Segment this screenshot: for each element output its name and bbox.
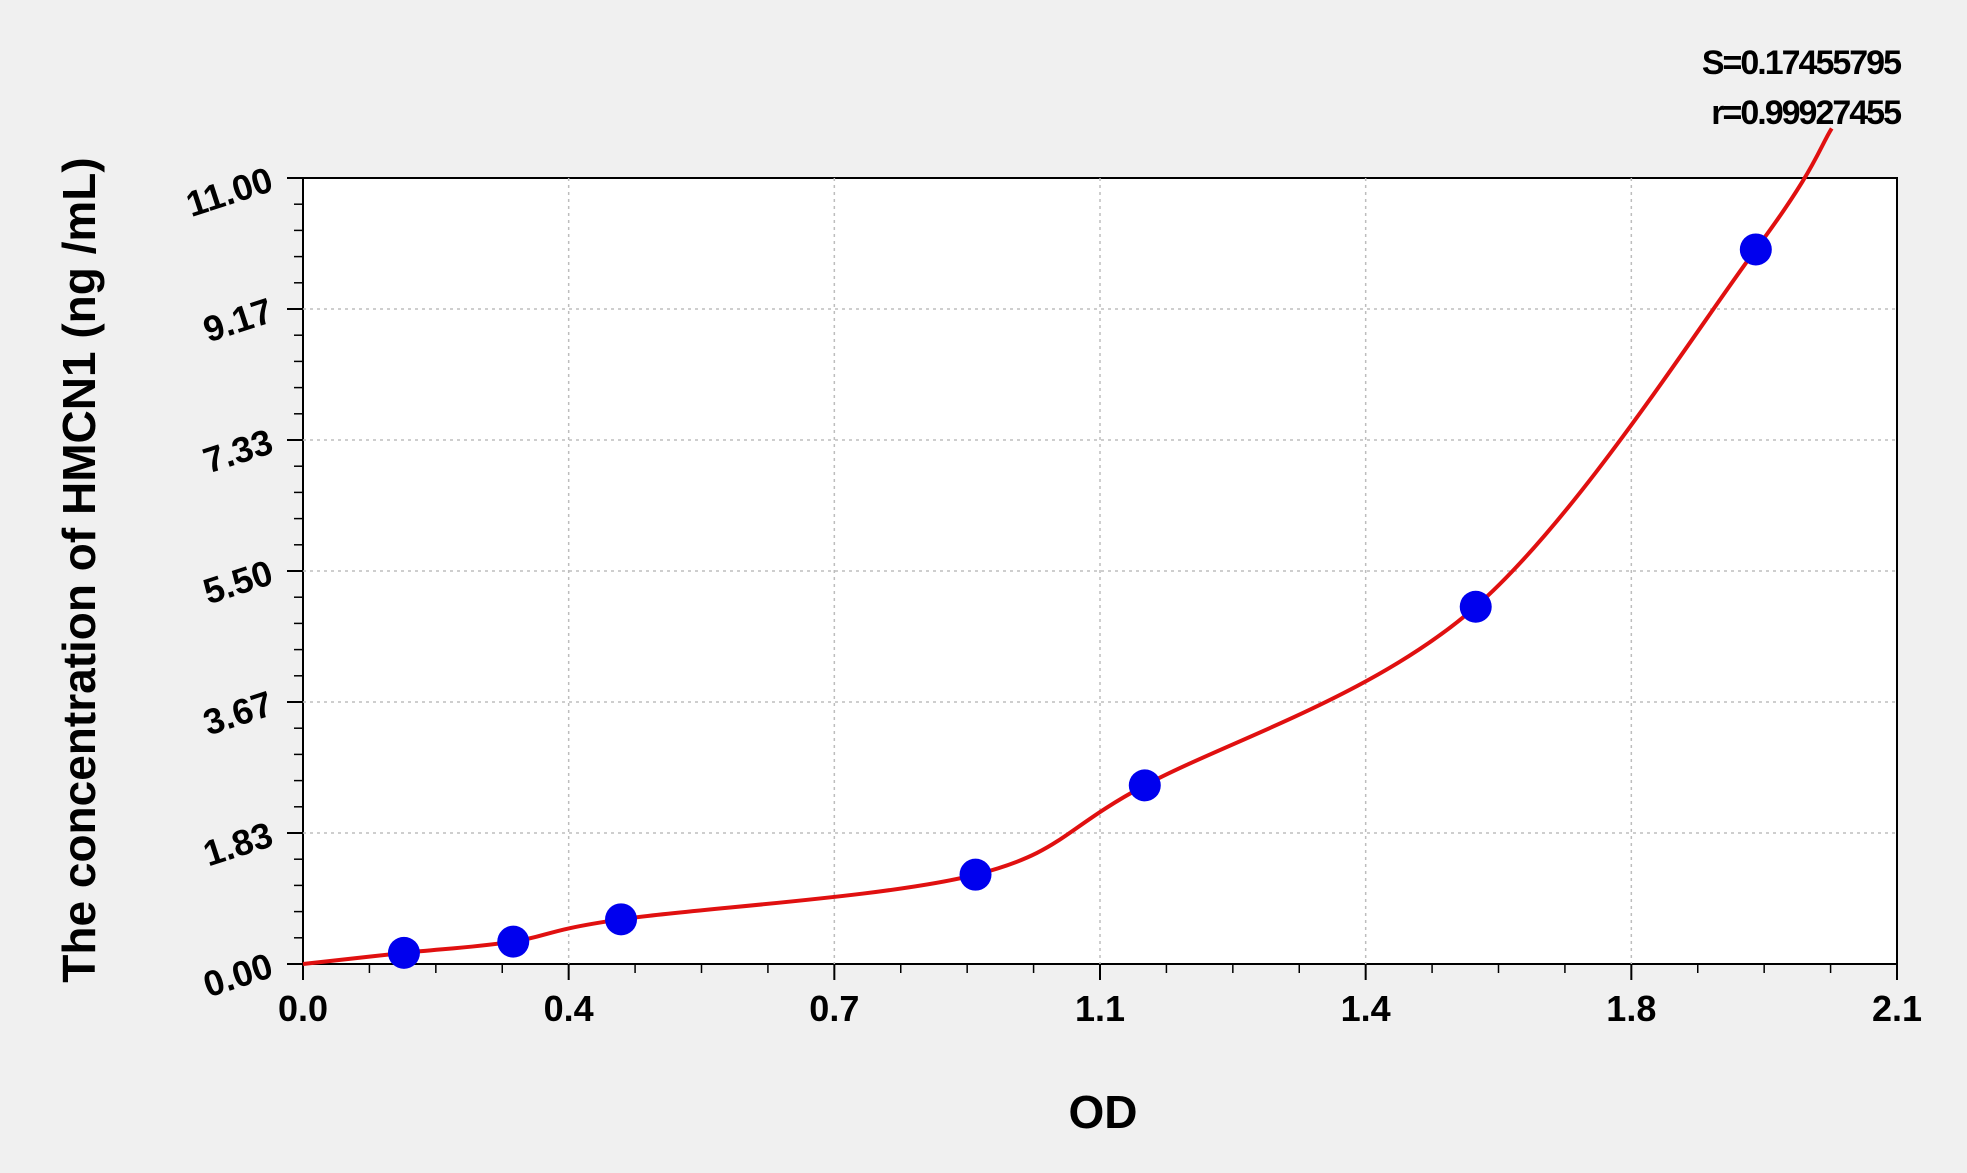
x-tick-label: 1.8 — [1606, 988, 1656, 1029]
data-points — [387, 233, 1772, 969]
x-tick-label: 0.4 — [544, 988, 594, 1029]
axis-ticks — [287, 177, 1898, 980]
fit-curve — [302, 127, 1834, 966]
data-point — [959, 858, 992, 891]
grid-lines — [303, 178, 1897, 964]
x-tick-labels: 0.0 0.4 0.7 1.1 1.4 1.8 2.1 — [278, 988, 1922, 1029]
data-point — [1739, 233, 1772, 266]
x-tick-label: 1.1 — [1075, 988, 1125, 1029]
x-axis-title: OD — [1069, 1086, 1138, 1138]
x-tick-label: 0.0 — [278, 988, 328, 1029]
data-point — [387, 936, 420, 969]
x-tick-label: 2.1 — [1872, 988, 1922, 1029]
y-axis-title: The concentration of HMCN1 (ng /mL) — [53, 157, 105, 982]
data-point — [605, 903, 638, 936]
stat-r-label: r=0.99927455 — [1711, 94, 1901, 132]
data-point — [497, 925, 530, 958]
x-tick-label: 1.4 — [1341, 988, 1391, 1029]
data-point — [1459, 590, 1492, 623]
data-point — [1128, 769, 1161, 802]
stat-s-label: S=0.17455795 — [1702, 44, 1901, 82]
x-tick-label: 0.7 — [809, 988, 859, 1029]
